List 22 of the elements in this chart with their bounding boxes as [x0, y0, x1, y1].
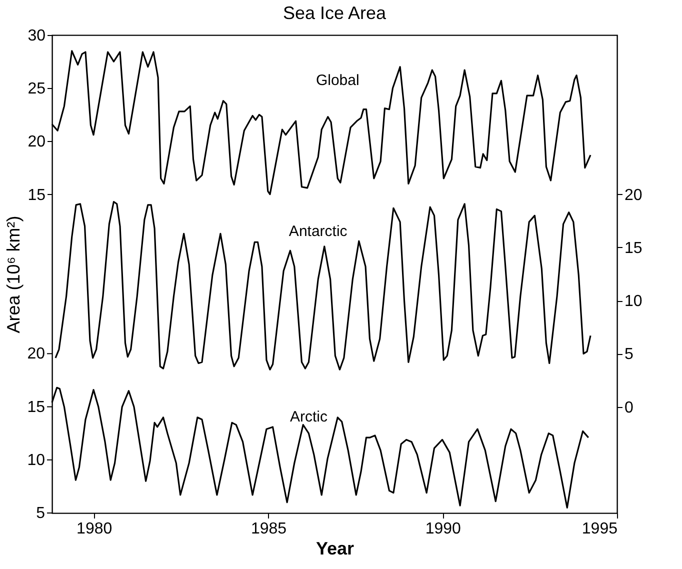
y-tick-label: 25: [28, 80, 46, 98]
y-tick-label: 30: [28, 28, 46, 44]
series-label: Arctic: [290, 408, 328, 426]
y2-tick-label: 20: [624, 186, 642, 204]
x-tick-label: 1995: [582, 520, 618, 538]
y-axis-title: Area (10⁶ km²): [4, 216, 24, 334]
y2-tick-label: 15: [624, 240, 642, 257]
line-series: [54, 200, 592, 370]
x-tick-label: 1990: [425, 520, 462, 538]
y2-tick-label: 0: [624, 399, 634, 416]
y-tick-label: 20: [28, 134, 46, 151]
x-tick-label: 1985: [250, 520, 287, 538]
x-axis-title: Year: [316, 538, 354, 558]
x-tick-label: 1980: [76, 520, 112, 538]
series-label: Antarctic: [288, 222, 348, 240]
y2-tick-label: 10: [624, 293, 642, 310]
y3-tick-label: 5: [36, 505, 46, 522]
y2-tick-label: 5: [624, 346, 634, 364]
y-tick-label: 15: [28, 186, 46, 204]
y3-tick-label: 10: [27, 452, 46, 469]
series-label: Global: [316, 72, 360, 89]
chart-title: Sea Ice Area: [282, 3, 388, 23]
